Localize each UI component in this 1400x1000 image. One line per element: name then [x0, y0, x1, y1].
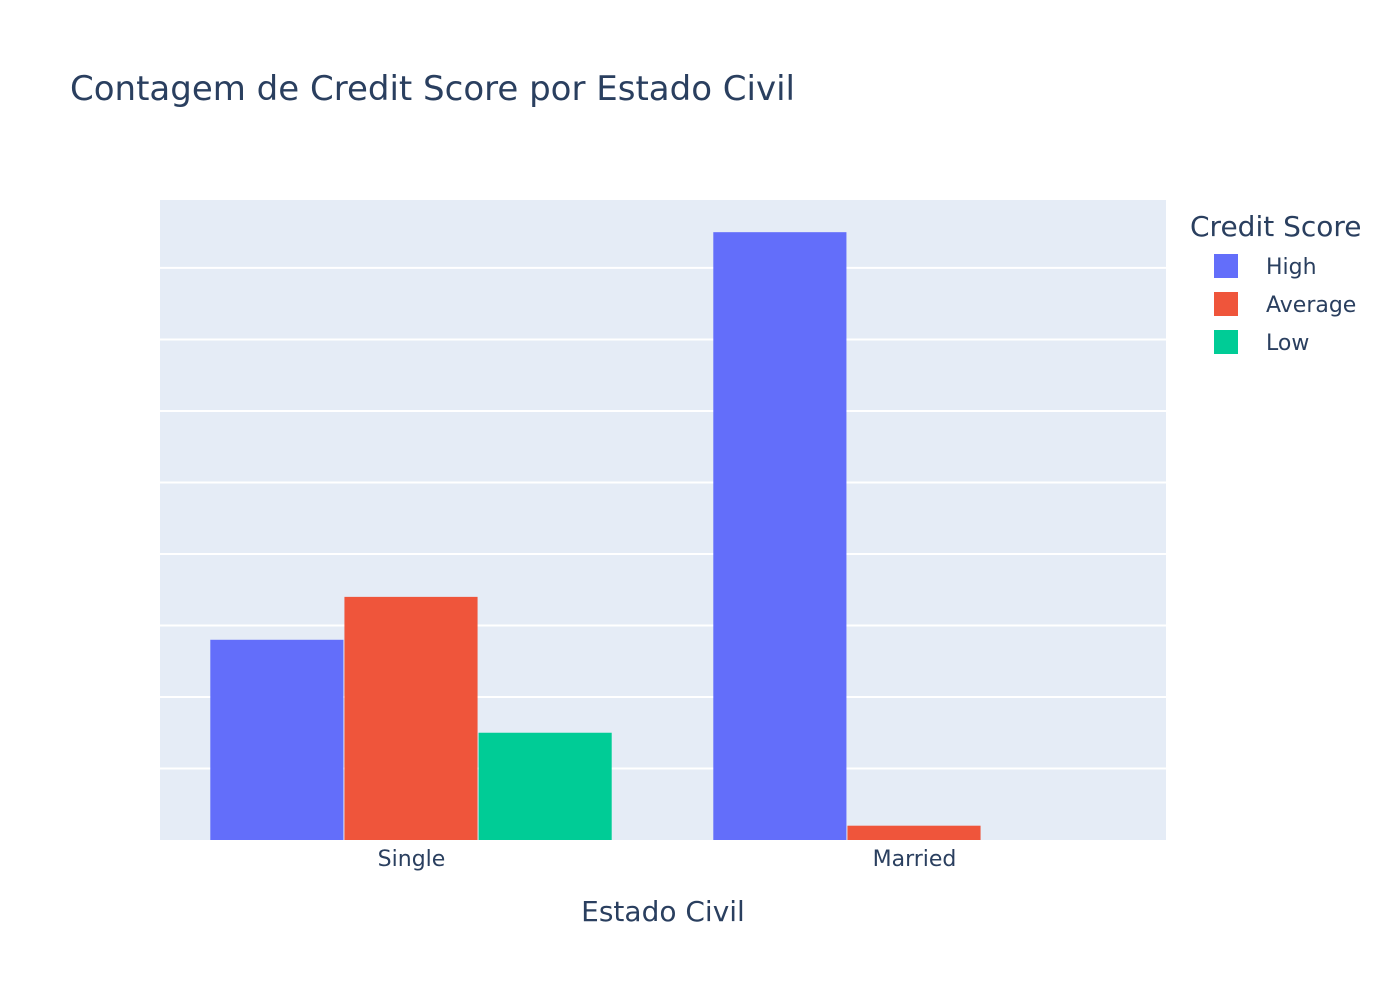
legend-swatch-low[interactable]: [1214, 330, 1238, 354]
legend-title: Credit Score: [1190, 210, 1362, 243]
legend-label-low[interactable]: Low: [1266, 331, 1309, 356]
bar-high-married: [713, 232, 847, 840]
legend: Credit Score High Average Low: [1190, 210, 1362, 356]
x-axis-title: Estado Civil: [581, 895, 745, 928]
legend-swatch-average[interactable]: [1214, 292, 1238, 316]
x-tick-label: Single: [378, 847, 446, 872]
bars: [210, 232, 981, 840]
legend-swatch-high[interactable]: [1214, 254, 1238, 278]
bar-high-single: [210, 639, 344, 840]
legend-label-high[interactable]: High: [1266, 255, 1317, 280]
legend-label-average[interactable]: Average: [1266, 293, 1356, 318]
x-tick-labels: Single Married: [378, 847, 957, 872]
x-tick-label: Married: [873, 847, 957, 872]
chart-title: Contagem de Credit Score por Estado Civi…: [70, 69, 795, 109]
bar-average-single: [344, 596, 478, 840]
bar-average-married: [847, 825, 981, 840]
bar-low-single: [478, 732, 612, 840]
